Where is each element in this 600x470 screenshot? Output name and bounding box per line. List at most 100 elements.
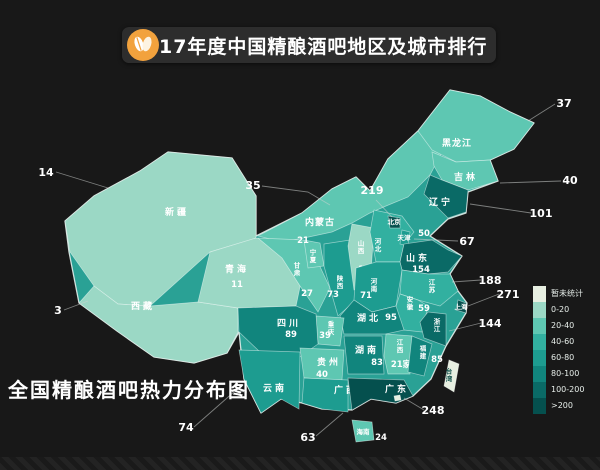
region-heilongjiang: 黑龙江 <box>417 89 535 163</box>
region-label: 北京 <box>388 217 402 226</box>
region-value: 154 <box>412 265 430 275</box>
region-guizhou: 贵州 40 <box>299 347 345 381</box>
page-title: 2017年度中国精酿酒吧地区及城市排行 <box>130 35 488 58</box>
region-value: 21 <box>297 236 309 246</box>
region-hainan: 海南 <box>351 419 375 443</box>
region-label: 重庆 <box>326 320 335 337</box>
callout-guangxi: 63 <box>300 431 315 444</box>
region-liaoning: 辽宁 <box>423 174 469 219</box>
region-label: 安徽 <box>405 295 414 312</box>
region-value: 83 <box>371 358 383 368</box>
region-label: 江苏 <box>427 278 435 295</box>
region-label: 浙江 <box>432 317 440 334</box>
legend-labels: 暂未统计 0-20 20-40 40-60 60-80 80-100 100-2… <box>551 286 584 414</box>
region-label: 西藏 <box>131 300 155 312</box>
region-label: 河北 <box>373 237 381 254</box>
legend: 暂未统计 0-20 20-40 40-60 60-80 80-100 100-2… <box>533 286 584 414</box>
callout-values: 14 3 35 219 37 40 101 67 188 271 144 248… <box>38 97 578 444</box>
region-hongkong-macau <box>393 394 402 402</box>
region-value: 27 <box>301 289 313 299</box>
callout-hainan: 24 <box>375 433 387 443</box>
region-hubei: 湖北 95 <box>339 299 405 335</box>
region-value: 11 <box>231 280 243 290</box>
callout-jilin: 40 <box>562 174 578 187</box>
hops-badge-icon <box>127 29 159 61</box>
region-guangdong: 广东 <box>347 377 414 411</box>
region-ningxia: 宁夏 21 <box>297 236 325 269</box>
region-jiangxi: 江西 21家 <box>383 333 413 375</box>
region-label: 台湾 <box>444 367 452 384</box>
callout-xinjiang: 14 <box>38 166 54 179</box>
region-zhejiang: 浙江 <box>419 311 447 347</box>
region-label: 内蒙古 <box>305 216 335 228</box>
legend-label: 暂未统计 <box>551 289 583 298</box>
region-label: 山西 <box>356 239 364 256</box>
legend-color-bar <box>533 286 546 414</box>
region-value: 85 <box>431 355 443 365</box>
region-hunan: 湖南 83 <box>343 335 385 375</box>
callout-heilongjiang: 37 <box>556 97 571 110</box>
region-value: 39 <box>319 331 331 341</box>
legend-label: 40-60 <box>551 337 575 346</box>
callout-xizang: 3 <box>54 304 62 317</box>
region-label: 四川 <box>277 318 301 329</box>
legend-label: 0-20 <box>551 305 570 314</box>
region-beijing: 北京 <box>388 215 402 229</box>
region-label: 上海 <box>455 302 469 311</box>
region-value: 73 <box>327 290 339 300</box>
region-taiwan: 台湾 <box>443 359 460 393</box>
region-value: 59 <box>418 304 430 314</box>
region-yunnan: 云南 <box>238 349 301 414</box>
region-label: 陕西 <box>335 274 343 291</box>
region-label: 辽宁 <box>429 196 453 208</box>
region-value: 71 <box>360 291 372 301</box>
region-label: 新疆 <box>165 206 189 218</box>
legend-label: 100-200 <box>551 385 585 394</box>
callout-liaoning: 101 <box>530 207 553 220</box>
region-label: 云南 <box>263 382 287 394</box>
region-label: 海南 <box>357 427 371 436</box>
region-value: 89 <box>285 330 297 340</box>
region-value: 21家 <box>391 359 412 370</box>
callout-beijing: 219 <box>361 184 384 197</box>
region-sichuan: 四川 89 <box>237 305 319 359</box>
region-shanghai: 上海 <box>455 299 469 314</box>
legend-label: 20-40 <box>551 321 575 330</box>
region-label: 青海 <box>225 263 249 275</box>
callout-yunnan: 74 <box>178 421 194 434</box>
callout-neimenggu: 35 <box>245 179 260 192</box>
region-label: 黑龙江 <box>442 137 472 149</box>
callout-shanghai: 271 <box>497 288 520 301</box>
callout-zhejiang: 144 <box>479 317 502 330</box>
region-label: 吉林 <box>454 171 478 183</box>
region-label: 甘肃 <box>292 261 300 278</box>
callout-tianjin: 67 <box>459 235 474 248</box>
legend-label: 60-80 <box>551 353 575 362</box>
bottom-texture-strip <box>0 457 600 470</box>
region-xizang: 西藏 <box>78 285 239 364</box>
region-jilin: 吉林 <box>431 151 499 191</box>
region-value: 50 <box>418 229 430 239</box>
region-value: 95 <box>385 313 397 323</box>
region-label: 河南 <box>369 277 377 294</box>
region-chongqing: 重庆 39 <box>315 315 345 347</box>
legend-label: 80-100 <box>551 369 580 378</box>
region-shandong: 山东 154 <box>399 239 463 275</box>
region-label: 山东 <box>406 252 430 264</box>
callout-jiangsu: 188 <box>479 274 502 287</box>
region-label: 福建 <box>418 344 427 361</box>
header-title-pill: 2017年度中国精酿酒吧地区及城市排行 <box>122 27 496 63</box>
region-label: 广东 <box>385 383 409 395</box>
region-label: 天津 <box>398 233 412 242</box>
map-caption: 全国精酿酒吧热力分布图 <box>8 378 250 402</box>
region-label: 宁夏 <box>308 248 316 264</box>
region-fujian: 福建 85 <box>407 335 443 377</box>
region-label: 湖北 <box>357 312 381 324</box>
region-label: 江西 <box>395 338 403 355</box>
region-label: 贵州 <box>317 356 341 368</box>
callout-guangdong: 248 <box>422 404 445 417</box>
region-value: 40 <box>316 370 328 380</box>
region-label: 湖南 <box>355 344 379 356</box>
legend-label: >200 <box>551 401 573 410</box>
